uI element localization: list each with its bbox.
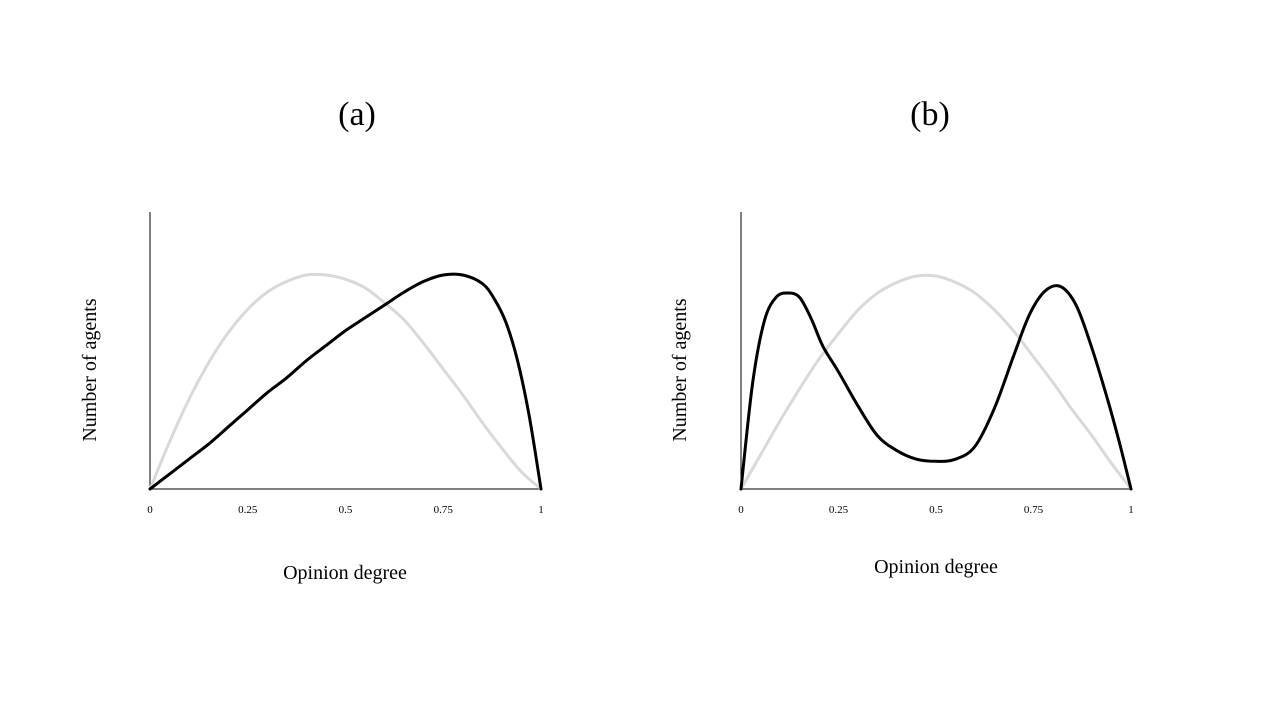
x-tick-label: 0.5	[339, 504, 353, 516]
y-axis-title: Number of agents	[669, 298, 691, 442]
y-axis-title: Number of agents	[79, 298, 101, 442]
x-axis-title: Opinion degree	[874, 556, 998, 578]
series-line-black	[148, 272, 543, 491]
x-axis-title: Opinion degree	[283, 562, 407, 584]
panel-label: (a)	[338, 96, 376, 133]
x-tick-label: 1	[1128, 504, 1134, 516]
chart-panel-b: (b) 0 0.25 0.5 0.75 1 Opinion degree Number of …	[669, 96, 1134, 578]
series-line-gray	[148, 272, 543, 491]
x-tick-label: 0.5	[929, 504, 943, 516]
series-line-gray	[739, 273, 1133, 491]
x-tick-label: 1	[538, 504, 544, 516]
x-tick-label: 0.75	[1024, 504, 1044, 516]
x-tick-label: 0.25	[238, 504, 258, 516]
x-tick-label: 0	[738, 504, 744, 516]
x-tick-label: 0.75	[434, 504, 454, 516]
chart-panel-a: (a) 0 0.25 0.5 0.75 1 Opinion degree Number of …	[79, 96, 544, 584]
series-line-black	[739, 284, 1133, 491]
x-tick-label: 0	[147, 504, 153, 516]
x-tick-label: 0.25	[829, 504, 849, 516]
panel-label: (b)	[910, 96, 950, 133]
